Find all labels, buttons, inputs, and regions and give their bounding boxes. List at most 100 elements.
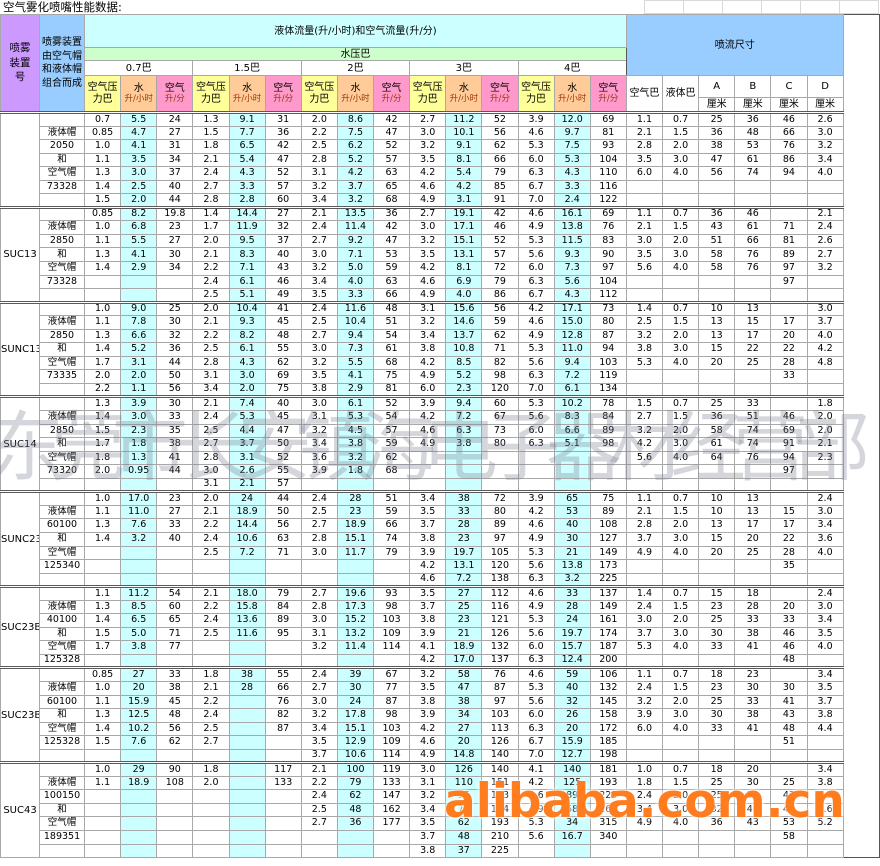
data-cell: 76	[481, 666, 519, 682]
data-cell: 61	[372, 342, 411, 357]
data-cell: 77	[372, 680, 411, 696]
data-cell: 3.7	[409, 599, 447, 615]
data-cell: 3.2	[120, 531, 158, 547]
data-cell: 87	[481, 680, 519, 696]
data-cell	[589, 477, 627, 493]
data-cell: 11.2	[445, 111, 483, 127]
data-cell	[770, 666, 808, 682]
data-cell: 3.0	[120, 166, 158, 181]
data-cell: 3.5	[625, 247, 664, 262]
data-cell: 36	[336, 816, 375, 831]
data-cell: 3.2	[625, 694, 664, 710]
data-cell: 37	[156, 166, 194, 181]
data-cell: 57	[372, 423, 411, 439]
data-cell: 0.7	[661, 111, 700, 127]
data-cell: 2.6	[228, 464, 266, 479]
data-cell: 2.3	[120, 423, 158, 439]
data-cell: 3.4	[300, 437, 338, 452]
data-cell	[120, 748, 158, 764]
data-cell: 5.3	[517, 233, 555, 249]
data-cell: 2.0	[661, 139, 700, 154]
data-cell: 0.7	[661, 761, 700, 777]
data-cell: 2.0	[300, 111, 338, 127]
data-cell: 9.4	[336, 328, 375, 344]
data-cell: 10.8	[445, 342, 483, 357]
data-cell: 132	[481, 640, 519, 655]
data-cell: 47	[264, 152, 302, 168]
data-cell: 36	[698, 205, 736, 222]
data-cell: 6.3	[517, 437, 555, 452]
data-cell: 2.7	[409, 205, 447, 222]
data-cell: 3.9	[120, 395, 158, 412]
data-cell: 11.6	[228, 626, 266, 642]
data-cell: 4.9	[625, 816, 664, 831]
data-cell: 13	[698, 315, 736, 330]
data-cell	[300, 572, 338, 588]
device-id-cell: SUNC13	[0, 300, 40, 398]
data-cell: 7.8	[120, 315, 158, 330]
data-cell: 52	[481, 233, 519, 249]
data-cell: 9.1	[445, 139, 483, 154]
data-cell: 108	[156, 775, 194, 791]
cap-label-cell: 空气帽	[39, 640, 85, 655]
data-cell: 3.1	[300, 410, 338, 425]
data-cell: 3.4	[806, 666, 844, 682]
data-cell: 15.9	[553, 735, 591, 750]
data-cell: 44	[156, 193, 194, 208]
data-cell: 4.0	[661, 355, 700, 371]
cap-label-cell: 空气帽	[39, 721, 85, 737]
cap-label-cell	[39, 572, 85, 588]
spray-letter-header: B	[734, 75, 772, 98]
data-cell: 3.4	[300, 274, 338, 290]
data-cell: 66	[734, 233, 772, 249]
data-cell: 3.0	[661, 708, 700, 723]
data-cell: 1.1	[83, 233, 122, 249]
data-cell: 74	[372, 531, 411, 547]
data-cell	[625, 369, 664, 384]
cap-label-cell: 和	[39, 802, 85, 818]
data-cell: 1.1	[625, 490, 664, 506]
data-cell: 58	[698, 261, 736, 276]
data-cell: 56	[264, 518, 302, 533]
data-cell: 3.4	[806, 761, 844, 777]
data-cell: 55	[264, 464, 302, 479]
data-cell	[192, 843, 230, 859]
cap-label-cell	[39, 111, 85, 127]
data-cell: 74	[734, 166, 772, 181]
data-cell: 5.2	[806, 816, 844, 831]
data-cell: 1.1	[625, 111, 664, 127]
data-cell	[770, 205, 808, 222]
data-cell: 133	[264, 775, 302, 791]
data-cell: 46	[734, 205, 772, 222]
data-cell: 40	[264, 247, 302, 262]
data-cell: 1.1	[83, 315, 122, 330]
data-cell: 113	[481, 721, 519, 737]
data-cell: 3.2	[409, 315, 447, 330]
data-cell: 2.0	[661, 233, 700, 249]
data-cell: 0.7	[661, 395, 700, 412]
data-cell: 2.5	[192, 288, 230, 303]
data-cell: 66	[481, 152, 519, 168]
data-cell: 2.4	[806, 220, 844, 235]
data-cell: 5.5	[336, 355, 375, 371]
data-cell: 7.1	[336, 247, 375, 262]
data-cell	[120, 843, 158, 859]
data-cell: 1.3	[83, 395, 122, 412]
data-cell: 106	[589, 666, 627, 682]
data-cell: 34	[553, 816, 591, 831]
data-cell: 1.3	[83, 599, 122, 615]
data-cell: 25	[770, 775, 808, 791]
data-cell	[228, 694, 266, 710]
data-cell	[192, 748, 230, 764]
data-cell: 4.0	[806, 545, 844, 561]
data-cell: 158	[589, 708, 627, 723]
data-cell: 89	[264, 613, 302, 628]
data-cell: 2.7	[625, 410, 664, 425]
data-cell: 2.8	[228, 193, 266, 208]
data-cell: 3.2	[409, 789, 447, 804]
data-cell: 3.4	[806, 518, 844, 533]
data-cell: 40	[553, 680, 591, 696]
data-cell: 1.5	[192, 125, 230, 141]
flow-subcol-header: 水升/小时	[336, 75, 375, 113]
data-cell: 2.5	[300, 802, 338, 818]
